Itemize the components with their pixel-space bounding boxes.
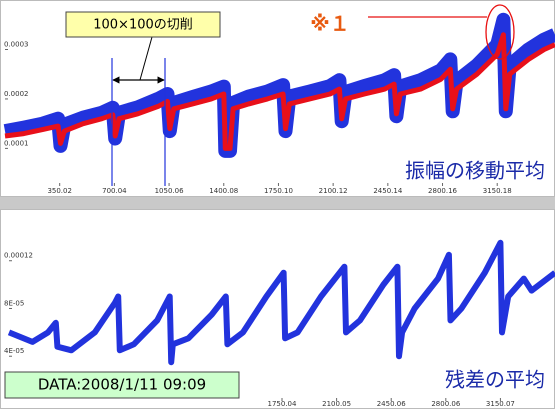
x-tick-label: 350.02 <box>47 187 72 195</box>
x-tick-label: 1400.08 <box>209 187 238 195</box>
callout-line <box>139 36 153 81</box>
y-tick-label: 4E-05 <box>4 347 24 355</box>
x-tick-label: 2800.16 <box>428 187 457 195</box>
y-tick-label: 0.00012 <box>4 252 33 260</box>
plot-marks: 0.0001 0.0002 0.0003 350.02 700.04 1050.06 140… <box>3 12 555 408</box>
callout-text: 100×100の切削 <box>93 18 193 33</box>
date-text: DATA:2008/1/11 09:09 <box>38 376 206 394</box>
x-tick-label: 3150.18 <box>483 187 512 195</box>
y-tick-label: 8E-05 <box>4 299 24 307</box>
x-tick-label: 2450.06 <box>377 400 406 408</box>
x-tick-label: 2800.06 <box>431 400 460 408</box>
x-tick-label: 1750.10 <box>264 187 293 195</box>
highlight-ellipse <box>485 4 515 60</box>
note-mark: ※１ <box>310 12 349 36</box>
x-tick-label: 2100.05 <box>322 400 351 408</box>
series-line <box>4 32 555 151</box>
date-box <box>4 371 240 399</box>
x-tick-label: 1050.06 <box>155 187 184 195</box>
x-tick-label: 1750.04 <box>268 400 297 408</box>
x-tick-label: 2100.12 <box>319 187 348 195</box>
y-tick-label: 0.0002 <box>4 90 29 98</box>
series-line <box>7 239 555 366</box>
separator <box>0 197 555 209</box>
x-tick-label: 2450.14 <box>373 187 402 195</box>
chart-caption: 振幅の移動平均 <box>405 159 545 183</box>
callout-box <box>65 11 221 38</box>
y-tick-label: 0.0001 <box>4 139 29 147</box>
y-tick-label: 0.0003 <box>4 41 29 49</box>
x-tick-label: 3150.07 <box>486 400 515 408</box>
x-tick-label: 700.04 <box>102 187 127 195</box>
chart-caption: 残差の平均 <box>445 368 545 392</box>
